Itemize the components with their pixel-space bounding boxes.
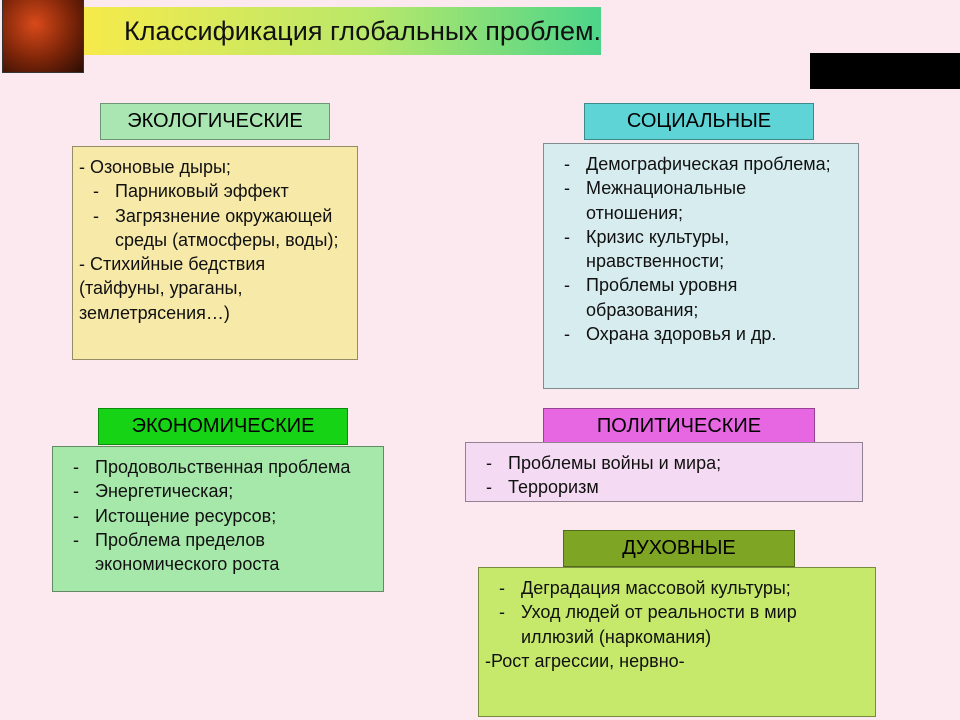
box-social: Демографическая проблема;Межнациональные…: [543, 143, 859, 389]
label-ecological: ЭКОЛОГИЧЕСКИЕ: [100, 103, 330, 140]
list-item: Демографическая проблема;: [550, 152, 848, 176]
list-item: Проблема пределов экономического роста: [59, 528, 373, 577]
list-item: Продовольственная проблема: [59, 455, 373, 479]
list-item: Межнациональные отношения;: [550, 176, 848, 225]
list-item: -Рост агрессии, нервно-: [485, 649, 865, 673]
slide-title: Классификация глобальных проблем.: [84, 7, 601, 55]
box-political: Проблемы войны и мира;Терроризм: [465, 442, 863, 502]
list-item: Загрязнение окружающей среды (атмосферы,…: [79, 204, 347, 253]
list-political: Проблемы войны и мира;Терроризм: [472, 451, 852, 500]
label-spiritual: ДУХОВНЫЕ: [563, 530, 795, 567]
list-spiritual: Деградация массовой культуры;Уход людей …: [485, 576, 865, 673]
list-social: Демографическая проблема;Межнациональные…: [550, 152, 848, 346]
list-item: Кризис культуры, нравственности;: [550, 225, 848, 274]
list-item: Проблемы уровня образования;: [550, 273, 848, 322]
header-bar: Классификация глобальных проблем.: [0, 7, 601, 57]
list-item: Парниковый эффект: [79, 179, 347, 203]
list-item: Деградация массовой культуры;: [485, 576, 865, 600]
list-item: - Озоновые дыры;: [79, 155, 347, 179]
box-ecological: - Озоновые дыры;Парниковый эффектЗагрязн…: [72, 146, 358, 360]
label-economic: ЭКОНОМИЧЕСКИЕ: [98, 408, 348, 445]
list-item: Уход людей от реальности в мир иллюзий (…: [485, 600, 865, 649]
list-item: Охрана здоровья и др.: [550, 322, 848, 346]
corner-block: [810, 53, 960, 89]
list-item: Истощение ресурсов;: [59, 504, 373, 528]
list-item: - Стихийные бедствия (тайфуны, ураганы, …: [79, 252, 347, 325]
label-political: ПОЛИТИЧЕСКИЕ: [543, 408, 815, 445]
label-social: СОЦИАЛЬНЫЕ: [584, 103, 814, 140]
box-economic: Продовольственная проблемаЭнергетическая…: [52, 446, 384, 592]
list-ecological: - Озоновые дыры;Парниковый эффектЗагрязн…: [79, 155, 347, 325]
globe-icon: [2, 0, 84, 73]
list-item: Энергетическая;: [59, 479, 373, 503]
list-item: Терроризм: [472, 475, 852, 499]
list-economic: Продовольственная проблемаЭнергетическая…: [59, 455, 373, 576]
list-item: Проблемы войны и мира;: [472, 451, 852, 475]
box-spiritual: Деградация массовой культуры;Уход людей …: [478, 567, 876, 717]
